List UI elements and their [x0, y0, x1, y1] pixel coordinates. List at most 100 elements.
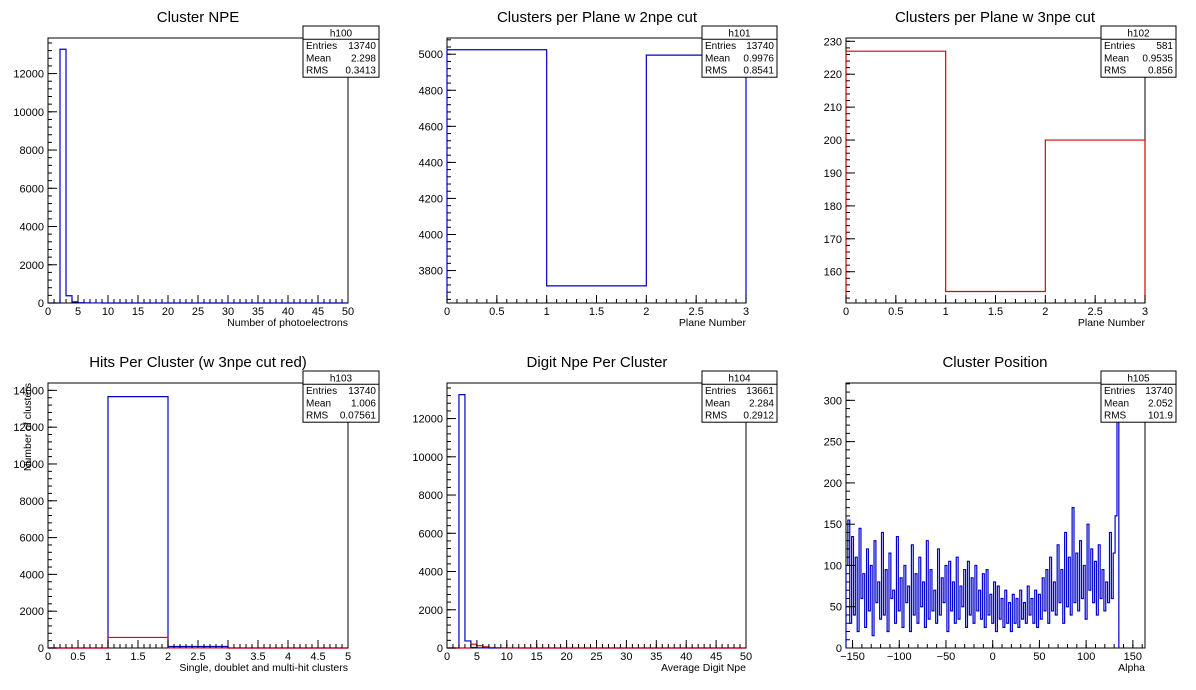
x-tick-label: −50 [937, 651, 956, 663]
stats-label: RMS [1104, 411, 1127, 422]
x-tick-label: 0 [990, 651, 996, 663]
x-tick-label: 3 [1142, 306, 1148, 318]
x-tick-label: 3.5 [250, 651, 265, 663]
stats-box-frame [302, 370, 380, 423]
x-tick-label: 1 [943, 306, 949, 318]
x-tick-label: 1.5 [988, 306, 1003, 318]
x-axis-label: Plane Number [679, 317, 747, 329]
stats-box-name: h104 [728, 373, 751, 384]
y-tick-label: 2000 [20, 260, 44, 272]
x-tick-label: 5 [75, 306, 81, 318]
stats-value: 2.052 [1148, 398, 1173, 409]
stats-value: 13740 [1145, 386, 1173, 397]
y-tick-label: 12000 [412, 414, 443, 426]
y-tick-label: 210 [824, 102, 842, 114]
x-tick-label: 0.5 [888, 306, 903, 318]
stats-label: Entries [705, 41, 736, 52]
x-tick-label: 20 [162, 306, 174, 318]
stats-box: h104 Entries 13661 Mean 2.284 RMS 0.2912 [701, 370, 778, 423]
stats-value: 0.2912 [743, 411, 774, 422]
stats-value: 0.856 [1148, 66, 1173, 77]
y-tick-label: 180 [824, 201, 842, 213]
x-tick-label: 0.5 [70, 651, 85, 663]
stats-label: Mean [705, 398, 730, 409]
y-tick-label: 8000 [20, 496, 44, 508]
y-tick-label: 3800 [419, 266, 443, 278]
chart-title: Clusters per Plane w 3npe cut [895, 9, 1096, 26]
y-tick-label: 2000 [419, 605, 443, 617]
stats-label: Mean [306, 398, 331, 409]
x-tick-label: 3 [225, 651, 231, 663]
y-tick-label: 190 [824, 168, 842, 180]
x-tick-label: 50 [342, 306, 354, 318]
y-tick-label: 250 [824, 437, 842, 449]
x-axis-label: Number of photoelectrons [227, 317, 348, 329]
y-tick-label: 6000 [20, 533, 44, 545]
histogram-panel-h105: Cluster Position −150 −100 −50 0 50 100 150 0 50 1… [824, 354, 1177, 674]
stats-box-frame [1100, 25, 1177, 78]
stats-value: 0.07561 [340, 411, 377, 422]
y-tick-label: 12000 [13, 69, 44, 81]
chart-title: Clusters per Plane w 2npe cut [497, 9, 698, 26]
x-tick-label: 1.5 [130, 651, 145, 663]
y-tick-label: 4200 [419, 193, 443, 205]
y-tick-label: 220 [824, 69, 842, 81]
y-tick-label: 300 [824, 395, 842, 407]
stats-box-name: h100 [330, 28, 353, 39]
y-tick-label: 4800 [419, 85, 443, 97]
x-tick-label: 45 [312, 306, 324, 318]
y-tick-label: 6000 [419, 528, 443, 540]
stats-value: 1.006 [351, 398, 376, 409]
stats-value: 101.9 [1148, 411, 1173, 422]
stats-box-name: h103 [330, 373, 353, 384]
y-tick-label: 100 [824, 560, 842, 572]
y-tick-label: 0 [437, 643, 443, 655]
x-tick-label: 20 [560, 651, 572, 663]
stats-label: Mean [705, 53, 730, 64]
x-tick-label: 2 [165, 651, 171, 663]
stats-value: 13740 [348, 41, 376, 52]
x-tick-label: 5 [345, 651, 351, 663]
y-tick-label: 4000 [419, 567, 443, 579]
x-tick-label: 25 [590, 651, 602, 663]
stats-box-name: h105 [1127, 373, 1150, 384]
y-tick-label: 5000 [419, 49, 443, 61]
stats-box-name: h102 [1127, 28, 1150, 39]
stats-box: h101 Entries 13740 Mean 0.9976 RMS 0.8541 [701, 25, 778, 78]
stats-box-frame [701, 370, 778, 423]
x-tick-label: 1.5 [589, 306, 604, 318]
x-tick-label: 0 [843, 306, 849, 318]
stats-label: Entries [1104, 41, 1135, 52]
y-tick-label: 4000 [20, 569, 44, 581]
x-tick-label: 2.5 [689, 306, 704, 318]
y-tick-label: 50 [830, 602, 842, 614]
x-tick-label: 150 [1124, 651, 1142, 663]
stats-label: RMS [306, 411, 329, 422]
stats-value: 0.8541 [743, 66, 774, 77]
y-tick-label: 200 [824, 135, 842, 147]
stats-box: h102 Entries 581 Mean 0.9535 RMS 0.856 [1100, 25, 1177, 78]
stats-value: 13740 [348, 386, 376, 397]
x-axis-label: Alpha [1118, 662, 1145, 674]
x-tick-label: 25 [192, 306, 204, 318]
stats-box: h100 Entries 13740 Mean 2.298 RMS 0.3413 [302, 25, 380, 78]
stats-value: 581 [1156, 41, 1173, 52]
stats-box-name: h101 [728, 28, 751, 39]
x-tick-label: 0 [45, 306, 51, 318]
y-tick-label: 150 [824, 519, 842, 531]
stats-box: h103 Entries 13740 Mean 1.006 RMS 0.07561 [302, 370, 380, 423]
stats-box: h105 Entries 13740 Mean 2.052 RMS 101.9 [1100, 370, 1177, 423]
x-tick-label: 40 [680, 651, 692, 663]
x-tick-label: 45 [710, 651, 722, 663]
stats-value: 2.298 [351, 53, 376, 64]
plot-frame [845, 37, 1146, 304]
y-tick-label: 10000 [13, 459, 44, 471]
stats-value: 13661 [746, 386, 774, 397]
stats-label: Entries [306, 386, 337, 397]
histogram-series-blue [845, 420, 1120, 648]
stats-label: Mean [1104, 53, 1129, 64]
y-tick-label: 0 [38, 643, 44, 655]
histogram-panel-h102: Clusters per Plane w 3npe cut 0 0.5 1 1.5 2 2.… [824, 9, 1177, 329]
stats-label: RMS [705, 411, 728, 422]
